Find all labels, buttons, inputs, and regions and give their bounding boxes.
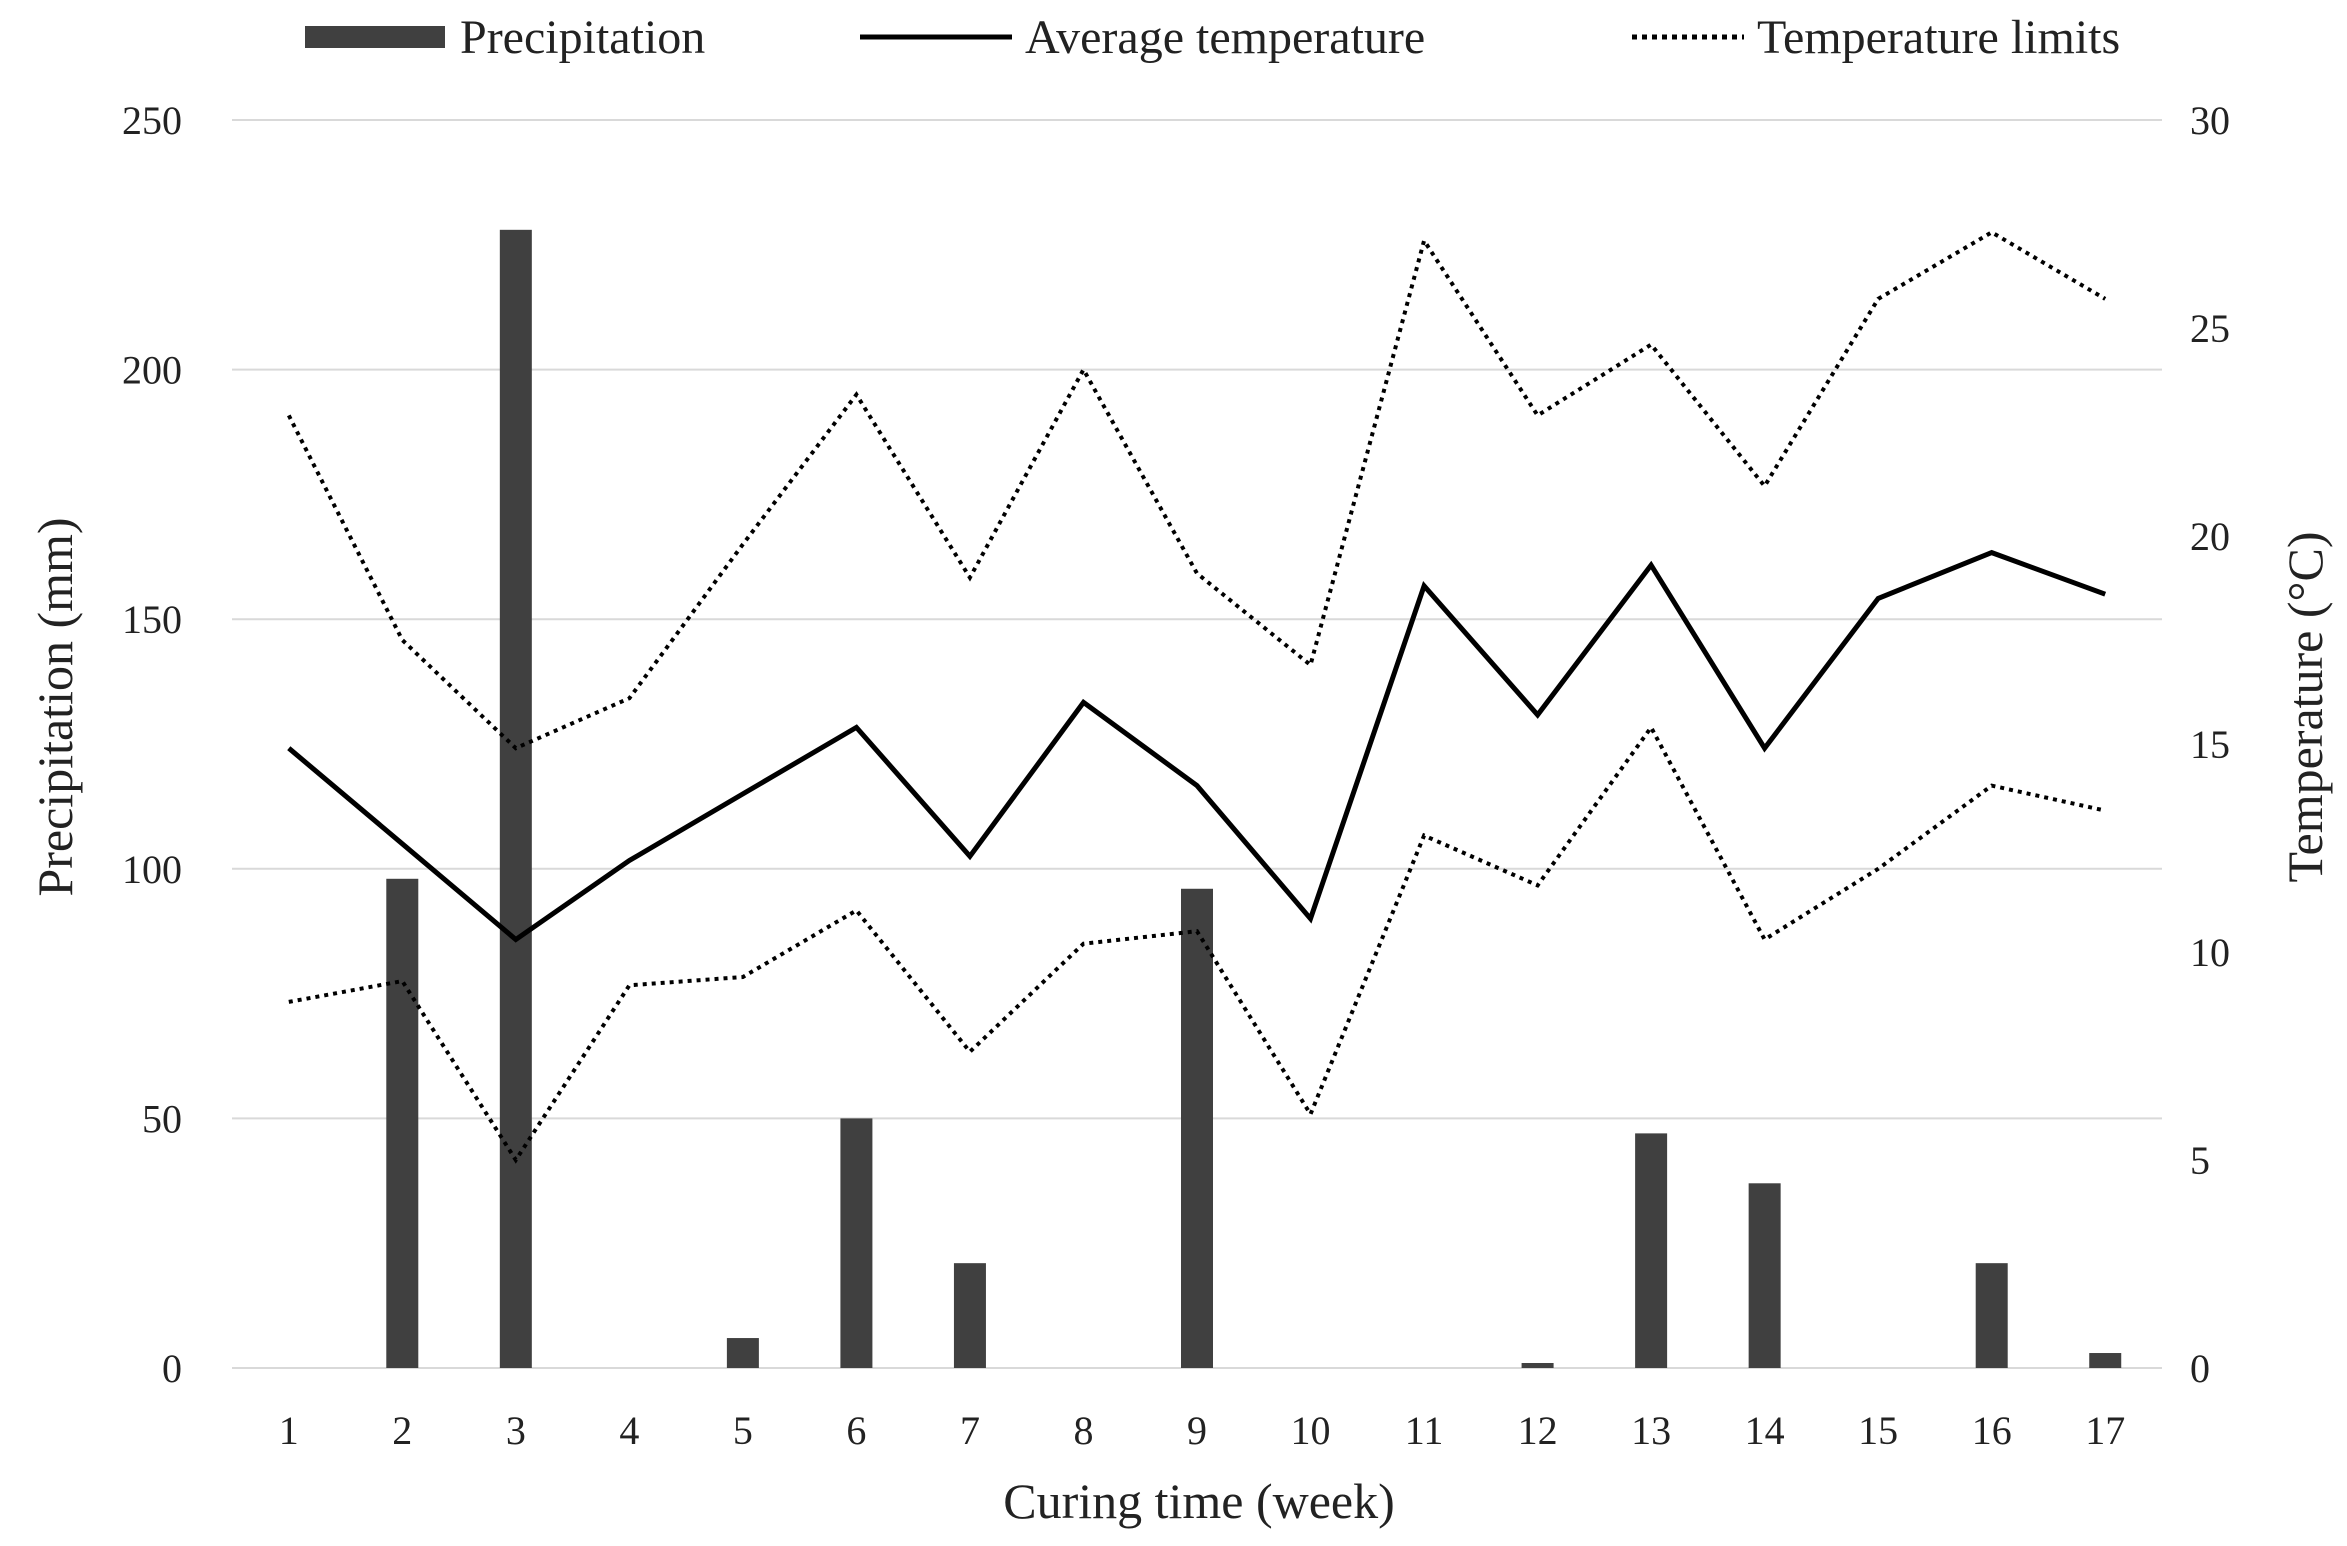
precipitation-bar <box>2089 1353 2122 1368</box>
y-left-tick-label: 100 <box>122 847 182 892</box>
y-axis-right-title: Temperature (°C) <box>2277 531 2333 882</box>
x-tick-label: 5 <box>733 1408 753 1453</box>
legend-swatch-precipitation <box>305 26 445 48</box>
legend: Precipitation Average temperature Temper… <box>305 11 2120 64</box>
y-right-tick-label: 30 <box>2190 98 2230 143</box>
x-tick-label: 6 <box>846 1408 866 1453</box>
y-left-tick-label: 0 <box>162 1346 182 1391</box>
legend-label-precipitation: Precipitation <box>460 11 705 64</box>
y-left-tick-label: 50 <box>142 1096 182 1141</box>
x-tick-label: 2 <box>392 1408 412 1453</box>
y-right-tick-label: 5 <box>2190 1138 2210 1183</box>
temperature-limit-line-lower <box>288 723 2106 1164</box>
x-tick-label: 17 <box>2085 1408 2125 1453</box>
temperature-lines <box>287 229 2107 1164</box>
y-right-tick-label: 10 <box>2190 930 2230 975</box>
x-axis-title: Curing time (week) <box>1003 1473 1395 1529</box>
x-tick-label: 13 <box>1631 1408 1671 1453</box>
y-right-tick-label: 25 <box>2190 306 2230 351</box>
y-left-tick-label: 250 <box>122 98 182 143</box>
y-left-tick-label: 200 <box>122 348 182 393</box>
gridlines <box>232 119 2162 1369</box>
precipitation-bars <box>386 229 2122 1369</box>
precipitation-bar <box>726 1338 759 1368</box>
precipitation-bar <box>1521 1363 1554 1368</box>
average-temperature-line <box>287 549 2107 943</box>
x-tick-label: 10 <box>1291 1408 1331 1453</box>
y-axis-left-title: Precipitation (mm) <box>27 517 83 896</box>
precipitation-bar <box>1975 1263 2008 1368</box>
y-right-tick-label: 0 <box>2190 1346 2210 1391</box>
x-tick-label: 1 <box>279 1408 299 1453</box>
precipitation-bar <box>499 229 532 1369</box>
precipitation-bar <box>386 878 419 1368</box>
x-tick-label: 3 <box>506 1408 526 1453</box>
x-tick-label: 8 <box>1073 1408 1093 1453</box>
y-left-tick-label: 150 <box>122 597 182 642</box>
x-tick-label: 9 <box>1187 1408 1207 1453</box>
precipitation-bar <box>953 1263 986 1368</box>
temperature-limit-line-upper <box>287 229 2107 751</box>
precipitation-bar <box>1635 1133 1668 1368</box>
precipitation-bar <box>840 1118 873 1368</box>
precipitation-bar <box>1181 888 1213 1368</box>
x-tick-label: 7 <box>960 1408 980 1453</box>
x-tick-label: 16 <box>1972 1408 2012 1453</box>
y-right-tick-label: 15 <box>2190 722 2230 767</box>
y-right-tick-label: 20 <box>2190 514 2230 559</box>
x-tick-label: 14 <box>1745 1408 1785 1453</box>
x-tick-label: 11 <box>1405 1408 1444 1453</box>
x-tick-label: 12 <box>1518 1408 1558 1453</box>
legend-label-temperature-limits: Temperature limits <box>1757 11 2120 64</box>
x-tick-label: 15 <box>1858 1408 1898 1453</box>
x-tick-label: 4 <box>619 1408 639 1453</box>
legend-label-average-temperature: Average temperature <box>1025 11 1425 64</box>
precipitation-bar <box>1748 1183 1781 1368</box>
